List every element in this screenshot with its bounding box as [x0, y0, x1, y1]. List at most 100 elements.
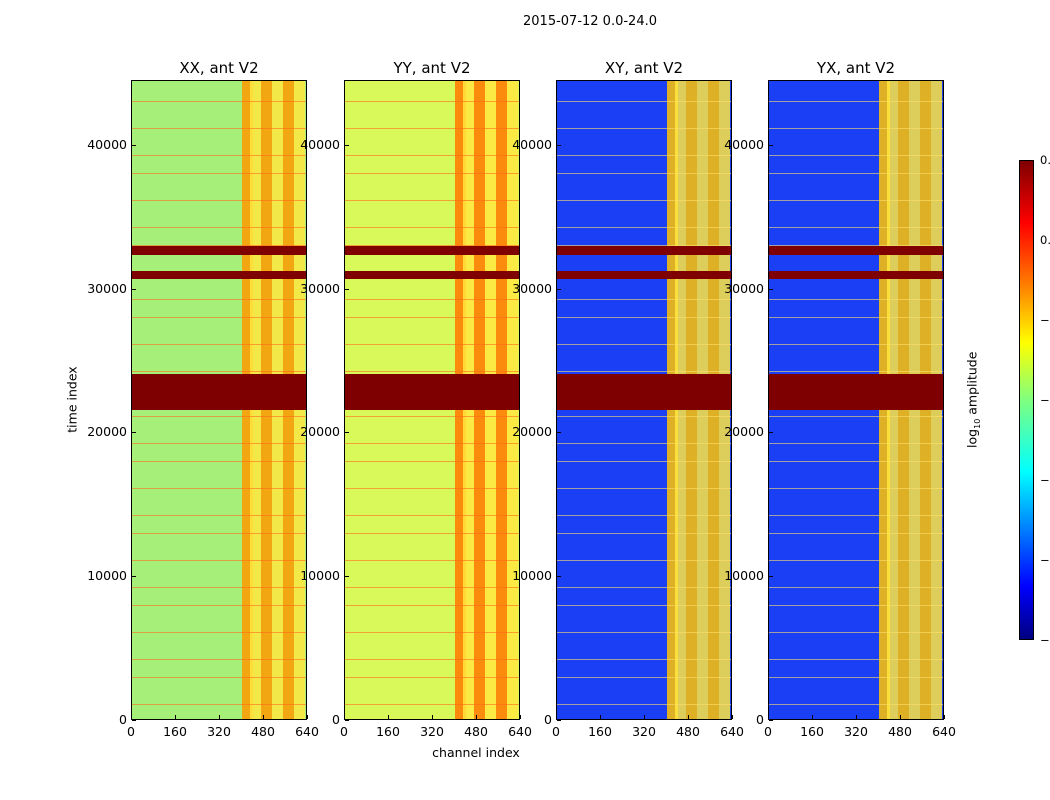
time-row-line: [557, 587, 731, 588]
y-tick-mark: [769, 144, 773, 146]
flagged-row-band: [345, 246, 519, 256]
time-row-line: [132, 344, 306, 345]
time-row-line: [132, 317, 306, 318]
flagged-row-band: [345, 374, 519, 411]
time-row-line: [345, 128, 519, 129]
x-tick-mark: [263, 715, 264, 719]
x-tick-mark: [644, 715, 645, 719]
time-row-line: [345, 317, 519, 318]
y-tick-label: 0: [544, 712, 552, 727]
time-row-line: [132, 461, 306, 462]
y-tick-label: 0: [119, 712, 127, 727]
time-row-line: [345, 488, 519, 489]
time-row-line: [557, 677, 731, 678]
x-tick-label: 320: [420, 724, 444, 739]
time-row-line: [769, 416, 943, 417]
panel-title: YY, ant V2: [393, 59, 471, 77]
y-tick-label: 30000: [512, 280, 552, 296]
colorbar-tick-label: 0.0: [1040, 233, 1050, 247]
time-row-line: [557, 299, 731, 300]
time-row-line: [557, 659, 731, 660]
y-tick-label: 20000: [300, 424, 340, 440]
time-row-line: [345, 533, 519, 534]
x-tick-label: 480: [888, 724, 912, 739]
time-row-line: [769, 227, 943, 228]
time-row-line: [769, 533, 943, 534]
time-row-line: [557, 605, 731, 606]
time-row-line: [557, 488, 731, 489]
colorbar-tick-label: −2.5: [1040, 633, 1050, 647]
time-row-line: [769, 677, 943, 678]
x-tick-mark: [900, 715, 901, 719]
x-tick-mark: [600, 715, 601, 719]
time-row-line: [769, 371, 943, 372]
time-row-line: [769, 605, 943, 606]
time-row-line: [345, 101, 519, 102]
time-row-line: [345, 443, 519, 444]
flagged-row-band: [557, 270, 731, 280]
x-tick-mark: [344, 715, 345, 719]
time-row-line: [557, 101, 731, 102]
time-row-line: [557, 515, 731, 516]
y-tick-mark: [345, 288, 349, 290]
flagged-row-band: [769, 270, 943, 280]
flagged-row-band: [557, 246, 731, 256]
x-tick-mark: [175, 715, 176, 719]
time-row-line: [132, 101, 306, 102]
colorbar: [1019, 160, 1034, 640]
flagged-row-band: [769, 246, 943, 256]
time-row-line: [132, 533, 306, 534]
panel-title: XY, ant V2: [604, 59, 684, 77]
x-tick-mark: [476, 715, 477, 719]
y-tick-label: 20000: [87, 424, 127, 440]
y-tick-label: 40000: [87, 136, 127, 152]
time-row-line: [345, 227, 519, 228]
heatmap-axes: [344, 80, 520, 720]
time-row-line: [132, 173, 306, 174]
x-tick-mark: [307, 715, 308, 719]
time-row-line: [769, 488, 943, 489]
x-tick-label: 160: [376, 724, 400, 739]
y-tick-mark: [132, 720, 136, 721]
time-row-line: [345, 371, 519, 372]
x-tick-label: 320: [844, 724, 868, 739]
y-tick-mark: [557, 576, 561, 578]
time-row-line: [132, 515, 306, 516]
x-tick-label: 0: [764, 724, 772, 739]
colorbar-label-main: log: [964, 428, 980, 448]
time-row-line: [769, 515, 943, 516]
time-row-line: [769, 344, 943, 345]
time-row-line: [557, 317, 731, 318]
flagged-row-band: [557, 374, 731, 411]
y-tick-label: 30000: [724, 280, 764, 296]
y-tick-label: 0: [332, 712, 340, 727]
y-tick-label: 20000: [724, 424, 764, 440]
x-tick-mark: [432, 715, 433, 719]
time-row-line: [132, 371, 306, 372]
time-row-line: [345, 560, 519, 561]
y-tick-label: 10000: [300, 568, 340, 584]
x-tick-mark: [388, 715, 389, 719]
colorbar-label-rest: amplitude: [964, 351, 980, 419]
y-tick-mark: [345, 720, 349, 721]
x-tick-label: 640: [932, 724, 956, 739]
colorbar-tick-label: 0.5: [1040, 153, 1050, 167]
time-row-line: [132, 416, 306, 417]
time-row-line: [769, 245, 943, 246]
time-row-line: [132, 299, 306, 300]
x-tick-mark: [131, 715, 132, 719]
colorbar-tick-label: −2.0: [1040, 553, 1050, 567]
time-row-line: [769, 155, 943, 156]
time-row-line: [769, 299, 943, 300]
y-tick-mark: [557, 720, 561, 721]
colorbar-label: log10 amplitude: [964, 345, 982, 455]
colorbar-tick-label: −0.5: [1040, 313, 1050, 327]
y-tick-mark: [557, 288, 561, 290]
time-row-line: [557, 632, 731, 633]
time-row-line: [557, 443, 731, 444]
flagged-row-band: [132, 246, 306, 256]
y-tick-mark: [345, 144, 349, 146]
time-row-line: [557, 344, 731, 345]
flagged-row-band: [132, 270, 306, 280]
heatmap-axes: [556, 80, 732, 720]
